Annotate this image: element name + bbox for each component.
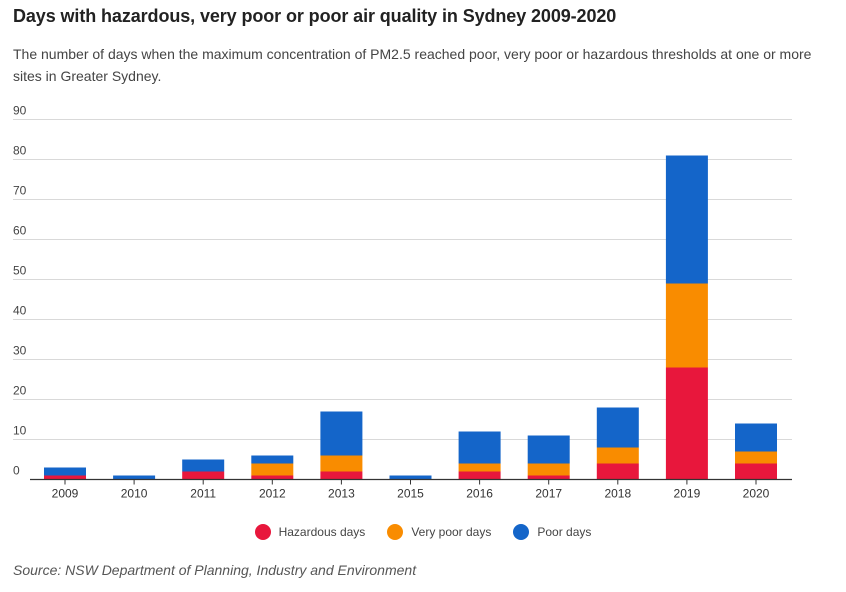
very-poor-swatch-icon bbox=[387, 524, 404, 540]
bar-2011-hazardous-days bbox=[182, 471, 225, 480]
bar-2016-hazardous-days bbox=[458, 471, 501, 480]
bar-2009-hazardous-days bbox=[44, 475, 86, 480]
legend: Hazardous days Very poor days Poor days bbox=[0, 524, 846, 540]
bar-2013-poor-days bbox=[320, 411, 363, 456]
bar-2019-poor-days bbox=[665, 155, 708, 284]
bar-2017-poor-days bbox=[527, 435, 570, 464]
bar-2012-very-poor-days bbox=[251, 463, 294, 476]
x-tick-label-2011: 2011 bbox=[190, 487, 216, 501]
x-tick-label-2015: 2015 bbox=[397, 487, 424, 501]
y-tick-label: 30 bbox=[13, 344, 27, 358]
y-tick-label: 0 bbox=[13, 464, 20, 478]
y-tick-label: 10 bbox=[13, 424, 27, 438]
x-tick-label-2018: 2018 bbox=[604, 487, 631, 501]
bars bbox=[44, 155, 777, 480]
bar-2017-hazardous-days bbox=[527, 475, 570, 480]
legend-item-poor: Poor days bbox=[513, 524, 591, 540]
source-note: Source: NSW Department of Planning, Indu… bbox=[13, 562, 417, 578]
bar-2020-poor-days bbox=[735, 423, 777, 452]
y-tick-label: 90 bbox=[13, 104, 27, 118]
bar-2020-very-poor-days bbox=[735, 451, 777, 464]
stacked-bar-chart: 0 10 20 30 40 50 60 70 80 90 2009 2010 2011 2012 2013… bbox=[13, 104, 792, 501]
bar-2012-hazardous-days bbox=[251, 475, 294, 480]
gridlines: 0 10 20 30 40 50 60 70 80 90 bbox=[13, 104, 792, 478]
y-tick-label: 40 bbox=[13, 304, 27, 318]
bar-2016-poor-days bbox=[458, 431, 501, 464]
legend-item-hazardous: Hazardous days bbox=[254, 524, 366, 540]
poor-swatch-icon bbox=[513, 524, 530, 540]
bar-2017-very-poor-days bbox=[527, 463, 570, 476]
bar-2018-very-poor-days bbox=[596, 447, 639, 464]
y-tick-label: 70 bbox=[13, 184, 27, 198]
bar-2019-hazardous-days bbox=[665, 367, 708, 480]
x-tick-label-2017: 2017 bbox=[535, 487, 562, 501]
x-tick-label-2012: 2012 bbox=[259, 487, 286, 501]
bar-2013-very-poor-days bbox=[320, 455, 363, 472]
hazardous-swatch-icon bbox=[254, 524, 271, 540]
bar-2016-very-poor-days bbox=[458, 463, 501, 472]
x-tick-label-2010: 2010 bbox=[121, 487, 148, 501]
x-tick-label-2013: 2013 bbox=[328, 487, 355, 501]
legend-label-very-poor: Very poor days bbox=[411, 525, 492, 539]
y-tick-label: 80 bbox=[13, 144, 27, 158]
legend-label-hazardous: Hazardous days bbox=[278, 525, 366, 539]
x-tick-label-2009: 2009 bbox=[52, 487, 79, 501]
bar-2010-poor-days bbox=[113, 475, 156, 480]
bar-2012-poor-days bbox=[251, 455, 294, 464]
bar-2013-hazardous-days bbox=[320, 471, 363, 480]
bar-2015-poor-days bbox=[389, 475, 432, 480]
bar-2020-hazardous-days bbox=[735, 463, 777, 480]
chart-title: Days with hazardous, very poor or poor a… bbox=[13, 6, 617, 26]
y-tick-label: 50 bbox=[13, 264, 27, 278]
x-tick-label-2020: 2020 bbox=[743, 487, 770, 501]
bar-2011-poor-days bbox=[182, 459, 225, 472]
bar-2019-very-poor-days bbox=[665, 283, 708, 368]
y-tick-label: 20 bbox=[13, 384, 27, 398]
chart-subtitle: The number of days when the maximum conc… bbox=[13, 46, 812, 84]
legend-item-very-poor: Very poor days bbox=[387, 524, 491, 540]
bar-2009-poor-days bbox=[44, 467, 86, 476]
x-tick-label-2016: 2016 bbox=[466, 487, 493, 501]
bar-2018-poor-days bbox=[596, 407, 639, 448]
x-axis: 2009 2010 2011 2012 2013 2015 2016 2017 2018 2019… bbox=[30, 478, 792, 501]
y-tick-label: 60 bbox=[13, 224, 27, 238]
legend-label-poor: Poor days bbox=[537, 525, 592, 539]
x-tick-label-2019: 2019 bbox=[674, 487, 701, 501]
bar-2018-hazardous-days bbox=[596, 463, 639, 480]
